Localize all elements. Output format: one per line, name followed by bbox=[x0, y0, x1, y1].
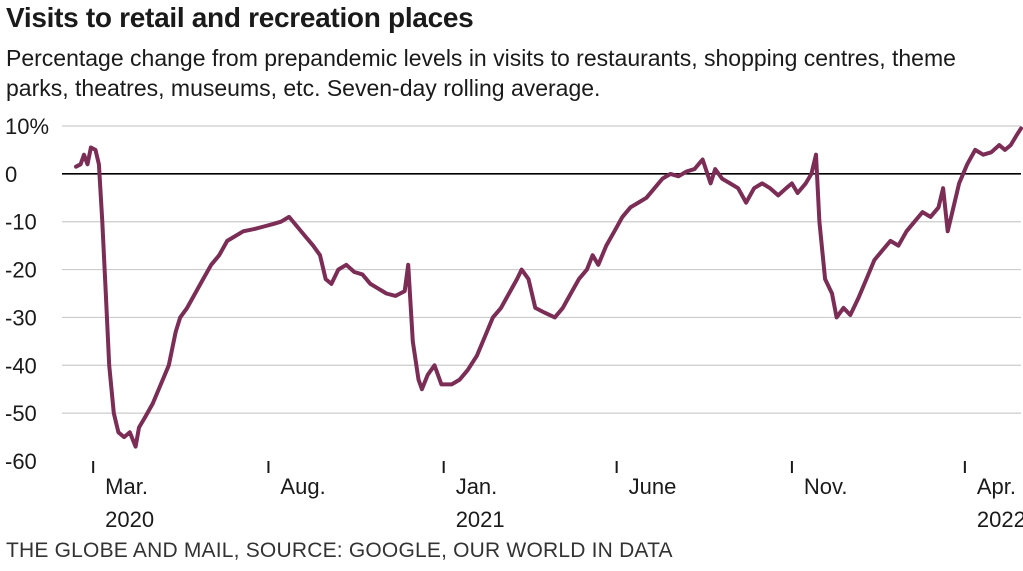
y-tick-label-6: -50 bbox=[5, 401, 37, 426]
series-layer bbox=[74, 126, 1023, 449]
x-tick-year-2: 2021 bbox=[456, 507, 505, 532]
gridlines bbox=[62, 125, 1021, 414]
x-tick-year-5: 2022 bbox=[977, 507, 1023, 532]
y-tick-label-0: 10% bbox=[5, 114, 49, 139]
y-tick-label-4: -30 bbox=[5, 305, 37, 330]
y-tick-label-3: -20 bbox=[5, 258, 37, 283]
chart-title: Visits to retail and recreation places bbox=[6, 2, 474, 33]
x-tick-year-0: 2020 bbox=[105, 507, 154, 532]
y-axis-labels: 10% 0 -10 -20 -30 -40 -50 -60 bbox=[5, 114, 49, 474]
x-tick-label-4: Nov. bbox=[804, 474, 848, 499]
x-tick-label-1: Aug. bbox=[280, 474, 325, 499]
x-tick-label-0: Mar. bbox=[105, 474, 148, 499]
y-tick-label-2: -10 bbox=[5, 210, 37, 235]
y-tick-label-7: -60 bbox=[5, 449, 37, 474]
x-tick-label-2: Jan. bbox=[456, 474, 498, 499]
x-tick-label-3: June bbox=[629, 474, 677, 499]
y-tick-label-5: -40 bbox=[5, 353, 37, 378]
y-tick-label-1: 0 bbox=[5, 162, 17, 187]
chart-subtitle: Percentage change from prepandemic level… bbox=[6, 45, 956, 101]
series-line-0 bbox=[74, 126, 1023, 449]
source-credit: THE GLOBE AND MAIL, SOURCE: GOOGLE, OUR … bbox=[6, 539, 673, 562]
x-axis: Mar. 2020 Aug. Jan. 2021 June Nov. Apr. 2022 bbox=[92, 461, 1023, 532]
x-tick-label-5: Apr. bbox=[977, 474, 1016, 499]
